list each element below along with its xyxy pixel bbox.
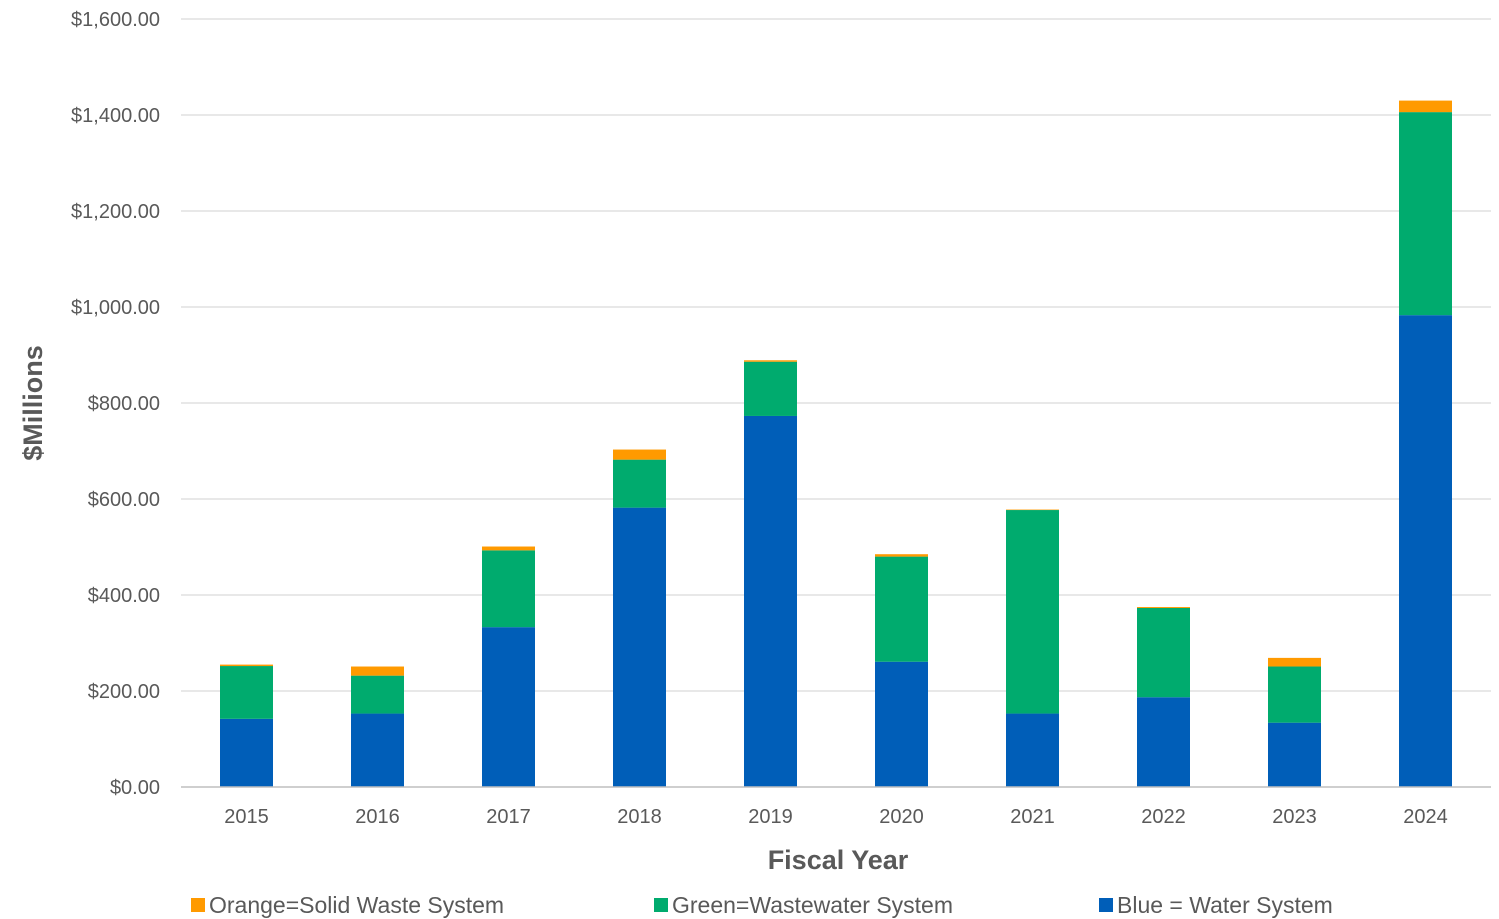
- bars: [220, 100, 1452, 787]
- y-tick-label: $1,200.00: [71, 201, 160, 223]
- bar-segment-2023-series-1: [1268, 666, 1321, 723]
- legend-swatch: [1099, 898, 1113, 912]
- bar-segment-2023-series-2: [1268, 657, 1321, 667]
- y-tick-label: $600.00: [88, 489, 160, 511]
- bar-segment-2016-series-2: [351, 666, 404, 676]
- bar-segment-2015-series-2: [220, 664, 273, 667]
- x-tick-label: 2021: [1010, 806, 1055, 828]
- bar-segment-2015-series-1: [220, 666, 273, 719]
- bar-segment-2017-series-0: [482, 627, 535, 787]
- y-tick-label: $400.00: [88, 585, 160, 607]
- y-tick-label: $1,600.00: [71, 9, 160, 31]
- bar-segment-2020-series-1: [875, 556, 928, 662]
- legend-label: Orange=Solid Waste System: [209, 892, 504, 918]
- x-axis-title: Fiscal Year: [768, 845, 909, 875]
- y-tick-label: $1,000.00: [71, 297, 160, 319]
- bar-segment-2019-series-2: [744, 360, 797, 362]
- bar-segment-2019-series-0: [744, 415, 797, 787]
- bar-segment-2022-series-0: [1137, 697, 1190, 787]
- x-tick-label: 2022: [1141, 806, 1186, 828]
- y-axis-title: $Millions: [18, 345, 48, 461]
- bar-segment-2018-series-2: [613, 449, 666, 460]
- x-tick-label: 2015: [224, 806, 269, 828]
- bar-segment-2015-series-0: [220, 718, 273, 787]
- x-tick-label: 2023: [1272, 806, 1317, 828]
- legend-label: Blue = Water System: [1117, 892, 1333, 918]
- bar-segment-2017-series-1: [482, 550, 535, 628]
- bar-segment-2018-series-0: [613, 507, 666, 787]
- legend-label: Green=Wastewater System: [672, 892, 953, 918]
- bar-segment-2021-series-0: [1006, 713, 1059, 787]
- x-tick-label: 2019: [748, 806, 793, 828]
- bar-segment-2024-series-2: [1399, 100, 1452, 113]
- x-tick-label: 2016: [355, 806, 400, 828]
- bar-segment-2019-series-1: [744, 361, 797, 416]
- y-tick-label: $0.00: [110, 777, 160, 799]
- legend-swatch: [191, 898, 205, 912]
- bar-segment-2020-series-2: [875, 554, 928, 557]
- bar-segment-2024-series-0: [1399, 315, 1452, 787]
- gridlines: [181, 18, 1491, 692]
- x-tick-label: 2018: [617, 806, 662, 828]
- y-tick-label: $1,400.00: [71, 105, 160, 127]
- bar-segment-2023-series-0: [1268, 722, 1321, 787]
- bar-segment-2020-series-0: [875, 661, 928, 787]
- bar-segment-2016-series-0: [351, 713, 404, 787]
- y-tick-label: $800.00: [88, 393, 160, 415]
- bar-segment-2016-series-1: [351, 675, 404, 714]
- x-tick-label: 2020: [879, 806, 924, 828]
- x-tick-label: 2017: [486, 806, 531, 828]
- bar-segment-2018-series-1: [613, 459, 666, 508]
- bar-segment-2022-series-1: [1137, 607, 1190, 698]
- y-tick-label: $200.00: [88, 681, 160, 703]
- legend: Orange=Solid Waste System Green=Wastewate…: [191, 892, 1333, 918]
- x-axis-tick-labels: 2015 2016 2017 2018 2019 2020 2021 2022 2023 2024: [224, 806, 1448, 828]
- bar-segment-2024-series-1: [1399, 112, 1452, 316]
- bar-segment-2017-series-2: [482, 546, 535, 551]
- x-tick-label: 2024: [1403, 806, 1448, 828]
- y-axis-tick-labels: $0.00 $200.00 $400.00 $600.00 $800.00 $1,000.…: [71, 9, 160, 799]
- bar-segment-2022-series-2: [1137, 607, 1190, 608]
- bar-segment-2021-series-1: [1006, 510, 1059, 714]
- legend-swatch: [654, 898, 668, 912]
